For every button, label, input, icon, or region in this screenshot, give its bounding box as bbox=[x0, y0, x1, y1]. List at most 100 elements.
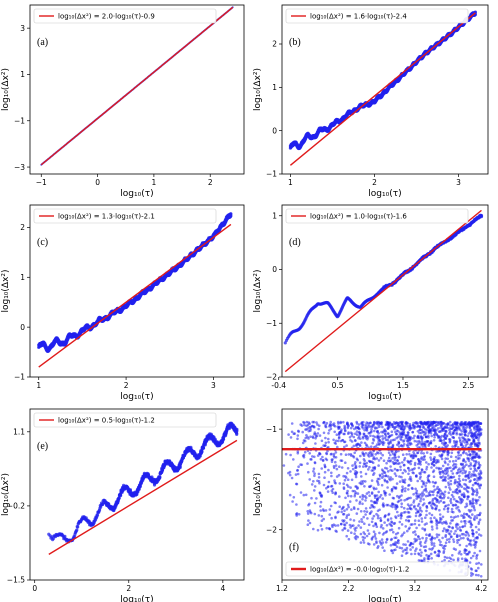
data-point bbox=[418, 506, 422, 510]
data-point bbox=[471, 452, 475, 456]
data-point bbox=[203, 443, 207, 447]
fit-line bbox=[40, 6, 234, 166]
data-point bbox=[201, 446, 206, 450]
data-point bbox=[362, 515, 366, 519]
data-point bbox=[406, 431, 410, 434]
data-point bbox=[287, 433, 290, 436]
scatter-series bbox=[37, 212, 233, 353]
data-point bbox=[306, 512, 310, 515]
data-point bbox=[449, 455, 453, 459]
data-point bbox=[343, 526, 346, 530]
data-point bbox=[406, 529, 409, 533]
data-point bbox=[335, 467, 339, 471]
x-tick-label: 2 bbox=[124, 381, 129, 390]
y-axis-label: log₁₀(Δx²) bbox=[1, 473, 11, 516]
data-point bbox=[227, 426, 231, 431]
data-point bbox=[458, 543, 462, 547]
data-point bbox=[397, 526, 401, 530]
data-point bbox=[365, 510, 369, 513]
data-point bbox=[360, 441, 363, 444]
data-point bbox=[389, 517, 393, 520]
x-tick-label: 2 bbox=[208, 178, 213, 187]
data-point bbox=[352, 519, 356, 522]
data-point bbox=[461, 440, 465, 443]
data-point bbox=[415, 547, 418, 550]
data-point bbox=[430, 557, 434, 560]
x-tick-label: 3 bbox=[456, 178, 461, 187]
data-point bbox=[221, 437, 226, 441]
data-point bbox=[362, 432, 366, 436]
data-point bbox=[420, 517, 424, 520]
y-tick-label: 1.1 bbox=[13, 428, 25, 437]
data-point bbox=[378, 531, 381, 535]
y-tick-label: −1 bbox=[14, 373, 25, 382]
data-point bbox=[426, 557, 430, 561]
data-point bbox=[75, 528, 79, 532]
y-axis-label: log₁₀(Δx²) bbox=[1, 68, 11, 111]
data-point bbox=[370, 499, 373, 503]
data-point bbox=[448, 540, 451, 544]
data-point bbox=[318, 424, 321, 428]
y-axis-label: log₁₀(Δx²) bbox=[253, 269, 263, 312]
data-point bbox=[381, 541, 385, 544]
data-point bbox=[313, 512, 317, 516]
plot-frame bbox=[29, 204, 245, 378]
scatter-series bbox=[288, 10, 477, 151]
data-point bbox=[380, 538, 384, 541]
data-point bbox=[423, 541, 427, 544]
legend: log₁₀(Δx²) = 1.6·log₁₀(τ)-2.4 bbox=[285, 8, 469, 24]
data-point bbox=[421, 527, 424, 530]
data-point bbox=[456, 505, 460, 509]
data-point bbox=[412, 501, 415, 504]
data-point bbox=[402, 463, 406, 467]
y-tick-label: 0 bbox=[272, 126, 277, 135]
data-point bbox=[345, 471, 349, 475]
panel-0: −1 0 1 2−3−113log₁₀(τ)log₁₀(Δx²)(a)log₁₀(Δx… bbox=[1, 4, 245, 199]
data-point bbox=[425, 513, 428, 517]
data-point bbox=[441, 515, 445, 519]
data-point bbox=[450, 469, 453, 473]
data-point bbox=[412, 436, 415, 440]
data-point bbox=[409, 462, 413, 466]
panel-5: 1.2 2.2 3.2 4.2−2−1log₁₀(τ)log₁₀(Δx²)(f)log… bbox=[253, 408, 489, 602]
data-point bbox=[401, 485, 404, 489]
y-tick-label: −3 bbox=[14, 163, 25, 172]
data-point bbox=[288, 473, 292, 477]
data-point bbox=[338, 482, 342, 485]
data-point bbox=[320, 467, 324, 470]
data-point bbox=[51, 536, 56, 541]
data-point bbox=[469, 462, 473, 465]
legend-box bbox=[33, 8, 217, 24]
data-point bbox=[381, 453, 385, 457]
data-point bbox=[63, 534, 67, 539]
data-point bbox=[442, 527, 446, 530]
data-point bbox=[475, 531, 478, 534]
data-point bbox=[443, 558, 446, 562]
data-point bbox=[307, 470, 310, 474]
plot-frame bbox=[281, 204, 489, 378]
data-point bbox=[398, 546, 402, 549]
x-tick-label: 2 bbox=[372, 178, 377, 187]
y-tick-label: −1 bbox=[14, 116, 25, 125]
y-tick-label: −0.2 bbox=[7, 502, 25, 511]
legend-box bbox=[33, 412, 217, 428]
scatter-series bbox=[282, 420, 483, 578]
legend-entry: log₁₀(Δx²) = 2.0·log₁₀(τ)-0.9 bbox=[58, 13, 155, 21]
data-point bbox=[235, 432, 239, 436]
panel-label: (c) bbox=[37, 237, 48, 248]
data-point bbox=[458, 470, 462, 474]
data-point bbox=[349, 494, 353, 498]
y-tick-label: 1 bbox=[20, 70, 25, 79]
data-point bbox=[405, 453, 409, 456]
data-point bbox=[322, 483, 326, 487]
data-point bbox=[386, 470, 390, 473]
data-point bbox=[327, 440, 330, 444]
x-tick-label: 3 bbox=[211, 381, 216, 390]
data-point bbox=[150, 475, 154, 479]
data-point bbox=[158, 475, 162, 480]
data-point bbox=[449, 488, 452, 491]
data-point bbox=[200, 449, 204, 454]
data-point bbox=[312, 470, 315, 473]
x-axis-label: log₁₀(τ) bbox=[368, 392, 401, 402]
